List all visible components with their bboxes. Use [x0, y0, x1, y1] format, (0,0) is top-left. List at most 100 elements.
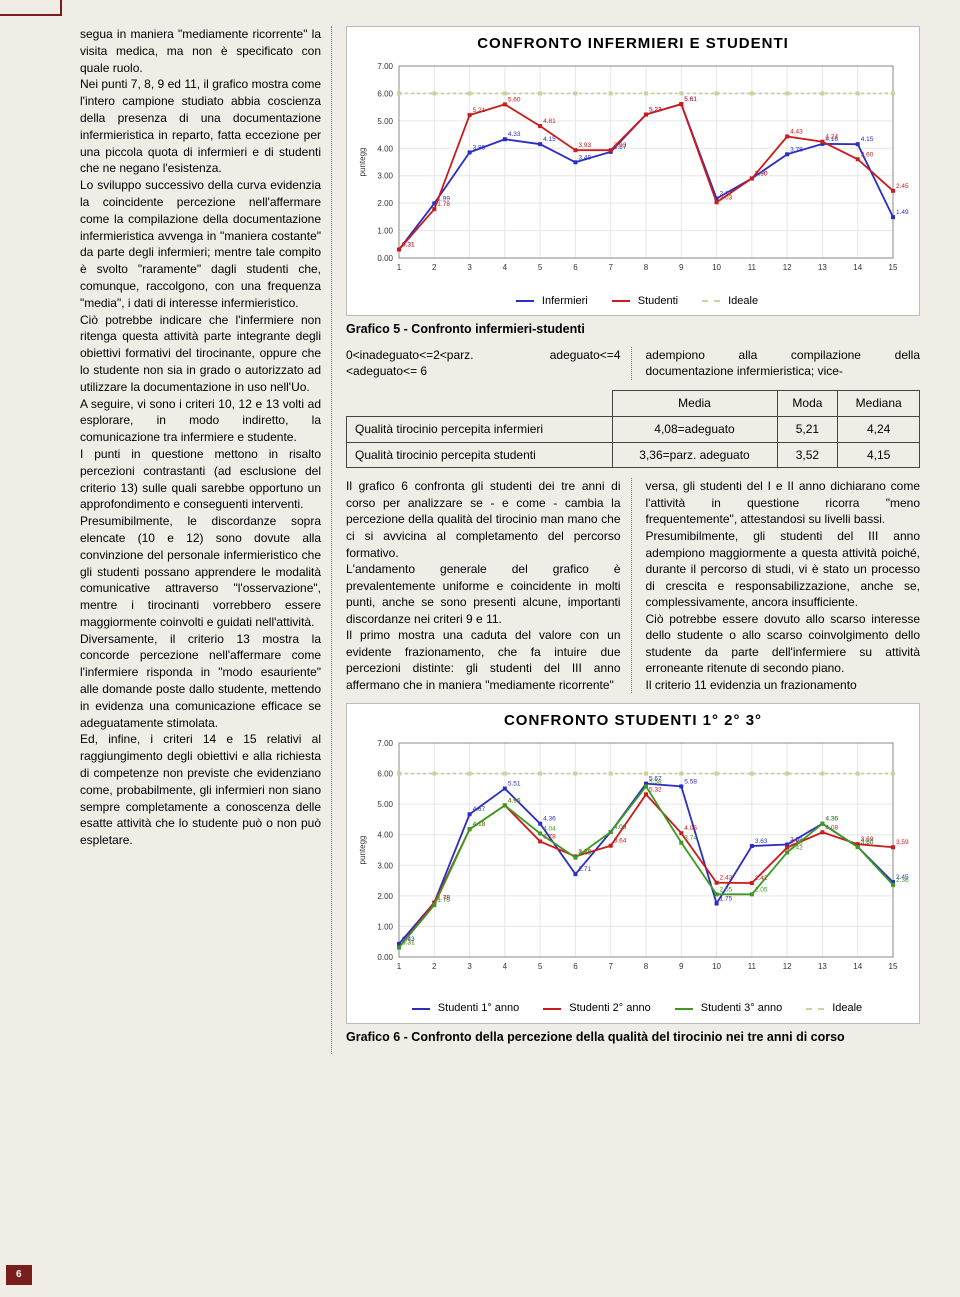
svg-text:3.00: 3.00 [377, 172, 393, 181]
svg-text:0.00: 0.00 [377, 953, 393, 962]
body-text-left: Il grafico 6 confronta gli studenti dei … [346, 478, 632, 693]
svg-text:1: 1 [397, 962, 402, 971]
svg-text:9: 9 [679, 263, 684, 272]
svg-text:11: 11 [748, 962, 757, 971]
body-paragraphs: segua in maniera "mediamente ricorrente"… [80, 26, 321, 849]
svg-text:1.78: 1.78 [437, 201, 450, 208]
svg-text:3.49: 3.49 [578, 154, 591, 161]
svg-text:4: 4 [503, 263, 508, 272]
svg-text:2.90: 2.90 [755, 170, 768, 177]
chart5-caption: Grafico 5 - Confronto infermieri-student… [346, 321, 920, 339]
right-column: CONFRONTO INFERMIERI E STUDENTI 0.00 1.00… [346, 26, 920, 1054]
svg-text:1.00: 1.00 [377, 923, 393, 932]
svg-text:4.04: 4.04 [543, 826, 556, 833]
svg-text:3.93: 3.93 [578, 142, 591, 149]
svg-text:13: 13 [818, 962, 827, 971]
body-text-right: versa, gli studenti del I e II anno dich… [646, 478, 921, 693]
svg-text:4.05: 4.05 [684, 826, 697, 833]
svg-text:5.23: 5.23 [649, 107, 662, 114]
svg-text:6.00: 6.00 [377, 770, 393, 779]
svg-text:5.21: 5.21 [473, 107, 486, 114]
svg-text:12: 12 [783, 263, 792, 272]
chart5-area: 0.001.002.003.004.005.006.007.0012345678… [353, 58, 913, 290]
svg-text:1.49: 1.49 [896, 209, 909, 216]
svg-text:2.71: 2.71 [578, 867, 591, 874]
svg-text:7.00: 7.00 [377, 739, 393, 748]
svg-text:2.05: 2.05 [755, 887, 768, 894]
chart5-title: CONFRONTO INFERMIERI E STUDENTI [353, 33, 913, 54]
svg-text:4.15: 4.15 [543, 136, 556, 143]
svg-text:4.18: 4.18 [473, 822, 486, 829]
svg-text:5: 5 [538, 962, 543, 971]
chart6-area: 0.001.002.003.004.005.006.007.0012345678… [353, 735, 913, 997]
svg-text:7.00: 7.00 [377, 62, 393, 71]
svg-text:1.00: 1.00 [377, 227, 393, 236]
svg-text:10: 10 [712, 962, 721, 971]
svg-text:3: 3 [467, 263, 472, 272]
svg-text:3.63: 3.63 [755, 839, 768, 846]
svg-text:2.03: 2.03 [720, 194, 733, 201]
svg-text:4.09: 4.09 [614, 824, 627, 831]
svg-text:3.60: 3.60 [861, 151, 874, 158]
svg-text:5.58: 5.58 [684, 779, 697, 786]
svg-text:puntegg: puntegg [358, 836, 367, 865]
svg-text:4.33: 4.33 [508, 131, 521, 138]
svg-text:13: 13 [818, 263, 827, 272]
svg-text:3.74: 3.74 [684, 835, 697, 842]
svg-text:4.81: 4.81 [543, 118, 556, 125]
svg-text:3.78: 3.78 [790, 146, 803, 153]
svg-text:15: 15 [889, 263, 898, 272]
svg-text:4.00: 4.00 [377, 831, 393, 840]
svg-text:15: 15 [889, 962, 898, 971]
svg-text:4.24: 4.24 [825, 134, 838, 141]
svg-text:2: 2 [432, 263, 437, 272]
svg-text:3.93: 3.93 [614, 142, 627, 149]
note-row: 0<inadeguato<=2<parz. adeguato<=4 <adegu… [346, 347, 920, 380]
svg-text:7: 7 [608, 263, 613, 272]
svg-text:6.00: 6.00 [377, 89, 393, 98]
svg-text:3.85: 3.85 [473, 144, 486, 151]
svg-text:7: 7 [608, 962, 613, 971]
svg-text:3: 3 [467, 962, 472, 971]
stats-table: MediaModaMediana Qualità tirocinio perce… [346, 390, 920, 468]
legend-note-left: 0<inadeguato<=2<parz. adeguato<=4 <adegu… [346, 347, 632, 380]
svg-text:puntegg: puntegg [358, 148, 367, 177]
svg-text:5.00: 5.00 [377, 801, 393, 810]
svg-text:6: 6 [573, 263, 578, 272]
svg-text:3.59: 3.59 [896, 840, 909, 847]
svg-text:5.00: 5.00 [377, 117, 393, 126]
svg-text:5.61: 5.61 [684, 96, 697, 103]
svg-text:5: 5 [538, 263, 543, 272]
svg-text:8: 8 [644, 263, 649, 272]
svg-text:5.60: 5.60 [508, 96, 521, 103]
svg-text:10: 10 [712, 263, 721, 272]
svg-text:4.36: 4.36 [543, 816, 556, 823]
svg-text:2.43: 2.43 [720, 875, 733, 882]
svg-text:2: 2 [432, 962, 437, 971]
svg-text:4.36: 4.36 [825, 816, 838, 823]
chart6-caption: Grafico 6 - Confronto della percezione d… [346, 1029, 920, 1047]
svg-text:5.32: 5.32 [649, 787, 662, 794]
svg-text:12: 12 [783, 962, 792, 971]
svg-text:1: 1 [397, 263, 402, 272]
svg-text:8: 8 [644, 962, 649, 971]
chart6-title: CONFRONTO STUDENTI 1° 2° 3° [353, 710, 913, 731]
svg-text:2.00: 2.00 [377, 892, 393, 901]
svg-text:2.00: 2.00 [377, 199, 393, 208]
svg-text:9: 9 [679, 962, 684, 971]
chart5-box: CONFRONTO INFERMIERI E STUDENTI 0.001.00… [346, 26, 920, 316]
svg-text:4.67: 4.67 [473, 807, 486, 814]
body-row: Il grafico 6 confronta gli studenti dei … [346, 478, 920, 693]
left-column: segua in maniera "mediamente ricorrente"… [80, 26, 332, 1054]
legend-note-right: adempiono alla compilazione della docume… [646, 347, 921, 380]
chart6-svg: 0.001.002.003.004.005.006.007.0012345678… [353, 735, 913, 997]
svg-text:3.00: 3.00 [377, 862, 393, 871]
chart6-box: CONFRONTO STUDENTI 1° 2° 3° 0.00 1.00 2.00… [346, 703, 920, 1023]
svg-text:0.31: 0.31 [402, 241, 415, 248]
svg-text:14: 14 [853, 962, 862, 971]
svg-text:3.64: 3.64 [614, 838, 627, 845]
svg-text:3.60: 3.60 [861, 839, 874, 846]
svg-text:0.31: 0.31 [402, 940, 415, 947]
svg-text:4.96: 4.96 [508, 798, 521, 805]
table-header-row: MediaModaMediana [347, 390, 920, 416]
